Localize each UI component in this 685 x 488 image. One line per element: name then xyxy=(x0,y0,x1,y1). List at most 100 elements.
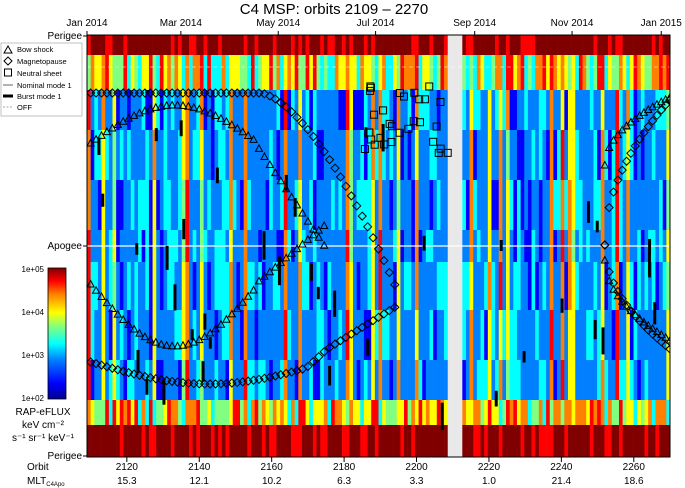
flux-cell xyxy=(287,130,292,180)
magnetopause-marker xyxy=(123,367,134,378)
magnetopause-marker xyxy=(373,312,384,323)
mlt-tick-label: 10.2 xyxy=(262,476,282,487)
flux-cell xyxy=(236,35,241,55)
flux-cell xyxy=(123,360,128,400)
flux-cell xyxy=(535,55,540,90)
flux-cell xyxy=(185,130,190,180)
flux-cell xyxy=(578,400,583,425)
magnetopause-marker xyxy=(362,222,373,232)
flux-cell xyxy=(440,35,445,55)
flux-cell xyxy=(527,55,532,90)
flux-cell xyxy=(520,400,525,425)
bow-shock-marker xyxy=(617,125,627,134)
flux-cell xyxy=(407,360,412,400)
flux-cell xyxy=(567,360,572,400)
flux-cell xyxy=(291,425,295,457)
flux-cell xyxy=(611,360,616,400)
flux-cell xyxy=(240,262,244,310)
flux-cell xyxy=(582,90,587,130)
flux-cell xyxy=(327,55,332,90)
flux-cell xyxy=(312,35,317,55)
flux-cell xyxy=(199,262,204,310)
flux-cell xyxy=(236,180,241,230)
flux-cell xyxy=(360,310,365,360)
flux-cell xyxy=(250,360,255,400)
flux-cell xyxy=(291,400,295,425)
flux-cell xyxy=(116,180,121,230)
flux-cell xyxy=(243,130,248,180)
flux-cell xyxy=(589,130,594,180)
flux-cell xyxy=(462,360,467,400)
flux-cell xyxy=(367,310,372,360)
flux-cell xyxy=(425,130,430,180)
flux-cell xyxy=(411,130,416,180)
flux-cell xyxy=(152,35,157,55)
flux-cell xyxy=(167,400,172,425)
flux-cell xyxy=(327,310,332,360)
flux-cell xyxy=(538,90,543,130)
flux-cell xyxy=(429,35,434,55)
flux-cell xyxy=(385,90,390,130)
flux-cell xyxy=(108,310,113,360)
bow-shock-marker xyxy=(661,332,670,341)
flux-cell xyxy=(349,35,354,55)
flux-cell xyxy=(465,425,470,457)
flux-cell xyxy=(495,35,500,55)
flux-cell xyxy=(229,90,234,130)
flux-cell xyxy=(600,400,605,425)
magnetopause-marker xyxy=(621,156,632,166)
bow-shock-marker xyxy=(652,326,662,336)
flux-cell xyxy=(276,310,281,360)
magnetopause-marker xyxy=(87,357,96,367)
flux-cell xyxy=(491,35,496,55)
flux-cell xyxy=(174,35,179,55)
flux-cell xyxy=(393,180,398,230)
flux-cell xyxy=(560,180,565,230)
flux-cell xyxy=(400,425,405,457)
flux-cell xyxy=(524,55,529,90)
flux-cell xyxy=(597,360,602,400)
flux-cell xyxy=(593,55,598,90)
flux-cell xyxy=(546,400,551,425)
flux-cell xyxy=(298,35,303,55)
flux-cell xyxy=(389,35,394,55)
flux-cell xyxy=(342,425,347,457)
flux-cell xyxy=(269,180,274,230)
flux-cell xyxy=(582,310,587,360)
flux-cell xyxy=(597,90,602,130)
flux-cell xyxy=(323,400,328,425)
flux-cell xyxy=(378,35,383,55)
flux-cell xyxy=(640,425,645,457)
flux-cell xyxy=(134,55,139,90)
flux-cell xyxy=(593,130,598,180)
flux-cell xyxy=(578,262,583,310)
flux-cell xyxy=(418,360,423,400)
flux-cell xyxy=(309,400,314,425)
flux-cell xyxy=(225,130,230,180)
flux-cell xyxy=(480,90,485,130)
magnetopause-marker xyxy=(384,267,395,278)
flux-cell xyxy=(608,262,612,310)
flux-cell xyxy=(316,360,321,400)
bow-shock-marker xyxy=(600,255,610,264)
flux-cell xyxy=(148,262,153,310)
flux-cell xyxy=(407,90,412,130)
flux-cell xyxy=(626,262,631,310)
flux-cell xyxy=(312,55,317,90)
flux-cell xyxy=(240,55,244,90)
flux-cell xyxy=(604,130,609,180)
flux-cell xyxy=(659,425,664,457)
flux-cell xyxy=(316,400,321,425)
flux-cell xyxy=(367,130,372,180)
flux-cell xyxy=(396,180,401,230)
bow-shock-marker xyxy=(604,142,614,151)
flux-cell xyxy=(637,310,642,360)
flux-cell xyxy=(323,55,328,90)
magnetopause-marker xyxy=(362,319,373,329)
flux-cell xyxy=(130,35,135,55)
flux-cell xyxy=(480,310,485,360)
flux-cell xyxy=(469,262,474,310)
flux-cell xyxy=(352,180,357,230)
flux-cell xyxy=(374,90,379,130)
